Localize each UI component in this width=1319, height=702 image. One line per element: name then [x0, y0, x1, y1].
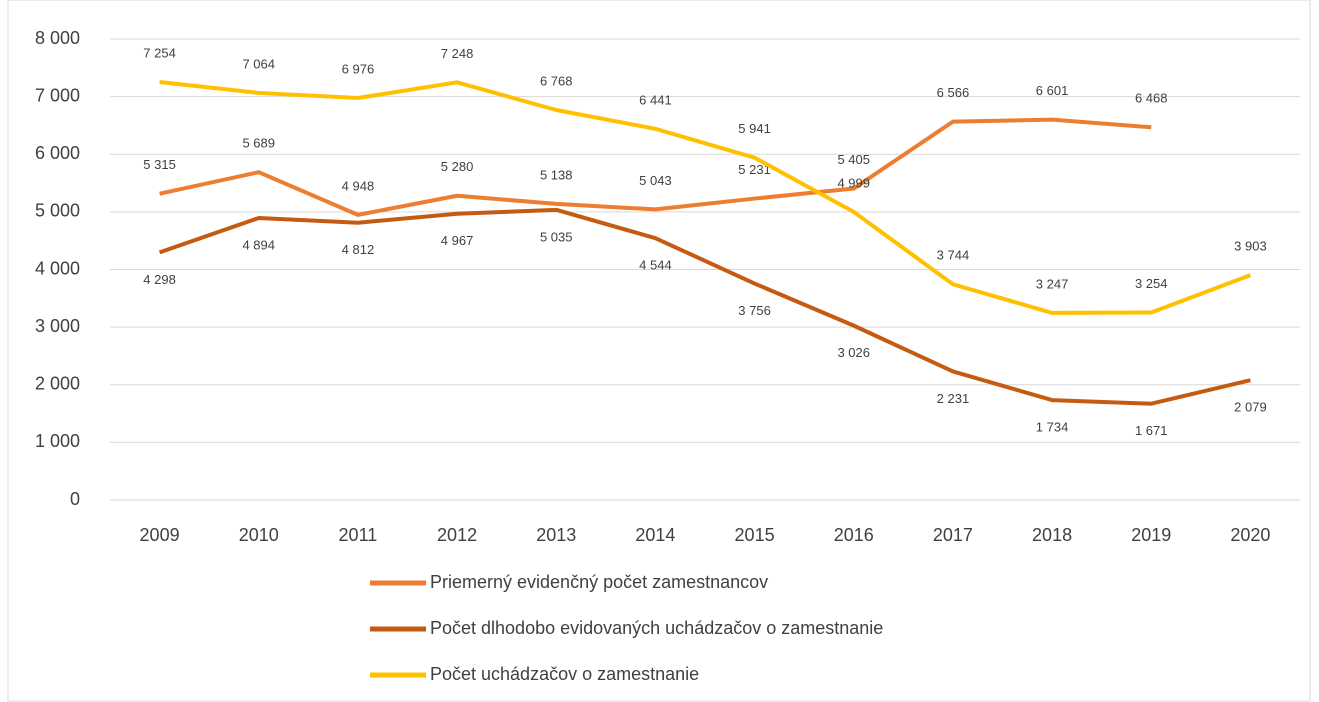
data-label: 1 734	[1036, 420, 1069, 435]
data-label: 5 405	[837, 152, 870, 167]
series-line	[159, 117, 1152, 217]
data-label: 4 544	[639, 258, 672, 273]
data-label: 5 689	[242, 136, 275, 151]
y-tick-label: 0	[70, 489, 80, 509]
x-tick-label: 2011	[339, 525, 378, 545]
x-tick-label: 2020	[1230, 525, 1270, 545]
data-label: 3 247	[1036, 276, 1069, 291]
y-tick-label: 4 000	[35, 258, 80, 278]
data-label: 4 967	[441, 233, 474, 248]
legend-label: Počet dlhodobo evidovaných uchádzačov o …	[430, 618, 883, 638]
data-label: 4 999	[837, 175, 870, 190]
x-tick-label: 2014	[635, 525, 675, 545]
data-label: 3 903	[1234, 239, 1267, 254]
x-tick-label: 2019	[1131, 525, 1171, 545]
series-line	[158, 207, 1251, 406]
data-label: 3 756	[738, 303, 771, 318]
data-label: 4 812	[342, 242, 375, 257]
data-label: 4 948	[342, 178, 375, 193]
x-tick-label: 2012	[437, 525, 477, 545]
y-tick-label: 5 000	[35, 201, 80, 221]
x-tick-label: 2013	[536, 525, 576, 545]
x-tick-label: 2010	[239, 525, 279, 545]
data-label: 5 315	[143, 157, 176, 172]
data-label: 5 138	[540, 167, 573, 182]
y-tick-label: 1 000	[35, 431, 80, 451]
y-tick-label: 3 000	[35, 316, 80, 336]
series-line	[159, 80, 1252, 315]
data-label: 3 254	[1135, 276, 1168, 291]
data-label: 5 231	[738, 162, 771, 177]
x-tick-label: 2015	[735, 525, 775, 545]
data-label: 7 248	[441, 46, 474, 61]
data-label: 1 671	[1135, 423, 1168, 438]
y-tick-label: 2 000	[35, 374, 80, 394]
data-label: 6 601	[1036, 83, 1069, 98]
x-tick-label: 2009	[140, 525, 180, 545]
data-label: 5 035	[540, 229, 573, 244]
data-label: 3 026	[837, 345, 870, 360]
legend-label: Počet uchádzačov o zamestnanie	[430, 664, 699, 684]
data-label: 7 064	[242, 56, 275, 71]
data-label: 6 976	[342, 61, 375, 76]
y-tick-label: 6 000	[35, 143, 80, 163]
x-tick-label: 2018	[1032, 525, 1072, 545]
x-tick-label: 2017	[933, 525, 973, 545]
data-label: 5 043	[639, 173, 672, 188]
y-tick-label: 8 000	[35, 28, 80, 48]
data-label: 4 298	[143, 272, 176, 287]
data-label: 3 744	[937, 248, 970, 263]
data-label: 2 231	[937, 391, 970, 406]
data-label: 7 254	[143, 45, 176, 60]
y-tick-label: 7 000	[35, 85, 80, 105]
data-label: 4 894	[242, 237, 275, 252]
x-tick-label: 2016	[834, 525, 874, 545]
data-label: 6 768	[540, 73, 573, 88]
data-label: 2 079	[1234, 400, 1267, 415]
chart-border	[7, 0, 1311, 702]
data-label: 6 566	[937, 85, 970, 100]
data-label: 6 441	[639, 92, 672, 107]
legend-label: Priemerný evidenčný počet zamestnancov	[430, 572, 768, 592]
data-label: 5 941	[738, 121, 771, 136]
data-label: 6 468	[1135, 91, 1168, 106]
data-label: 5 280	[441, 159, 474, 174]
